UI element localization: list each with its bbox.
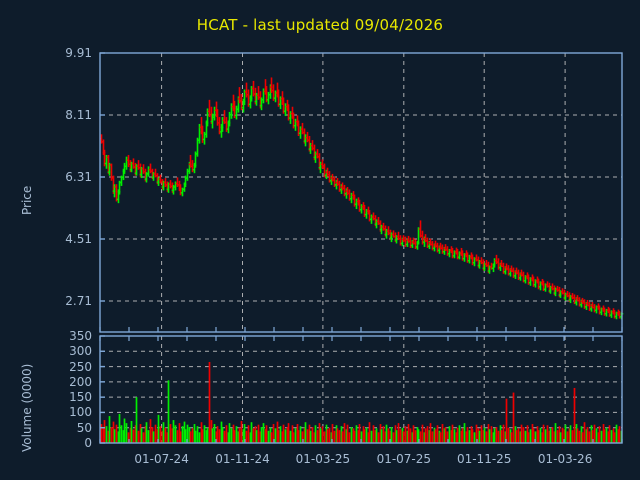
price-y-tick-label: 6.31: [65, 170, 92, 184]
x-tick-label: 01-07-25: [376, 452, 432, 466]
x-tick-label: 01-11-24: [215, 452, 270, 466]
volume-y-tick-label: 300: [69, 344, 92, 359]
price-y-tick-label: 8.11: [65, 108, 92, 122]
volume-y-tick-label: 350: [69, 329, 92, 343]
x-tick-labels: 01-07-24 01-11-24 01-03-25 01-07-25 01-11-25…: [0, 452, 640, 472]
price-y-tick-label: 4.51: [65, 232, 92, 246]
volume-y-tick-label: 0: [84, 436, 92, 450]
volume-y-tick-label: 250: [69, 359, 92, 374]
volume-y-tick-label: 150: [69, 390, 92, 405]
volume-y-tick-label: 50: [76, 420, 92, 435]
volume-y-tick-label: 200: [69, 374, 92, 389]
price-y-tick-labels: 2.71 4.51 6.31 8.11 9.91: [0, 0, 92, 480]
x-tick-label: 01-07-24: [134, 452, 189, 466]
price-y-tick-label: 9.91: [65, 46, 92, 60]
x-tick-label: 01-03-25: [295, 452, 351, 466]
price-y-tick-label: 2.71: [65, 294, 92, 308]
volume-y-tick-labels: 0 50 100 150 200 250 300 350: [0, 0, 92, 480]
x-tick-label: 01-03-26: [537, 452, 593, 466]
volume-y-tick-label: 100: [69, 405, 92, 420]
x-tick-label: 01-11-25: [456, 452, 512, 466]
page-title: HCAT - last updated 09/04/2026: [196, 16, 444, 34]
